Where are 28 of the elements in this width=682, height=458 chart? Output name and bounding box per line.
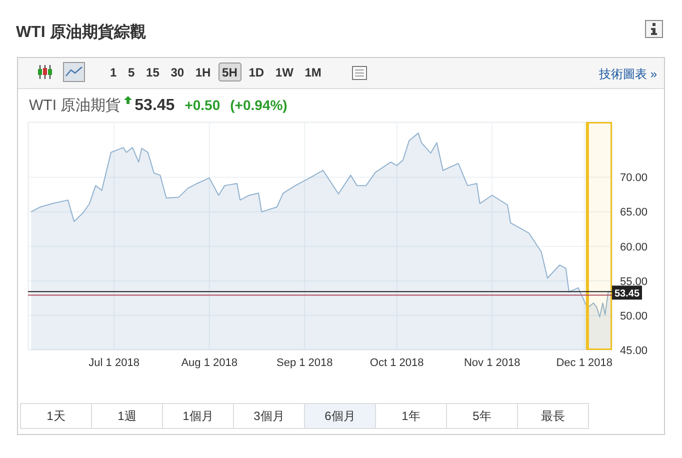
text: 3個月 xyxy=(233,403,305,429)
y-tick-label: 65.00 xyxy=(620,206,648,219)
text: 最長 xyxy=(517,403,589,429)
text: 技術圖表 » xyxy=(599,66,658,83)
text: 6個月 xyxy=(304,403,376,429)
text: 5年 xyxy=(446,403,518,429)
text: 1 5 15 30 1H 5H 1D 1W 1M xyxy=(110,66,322,80)
text: 1天 xyxy=(20,403,92,429)
x-tick-label: Nov 1 2018 xyxy=(464,356,520,369)
y-tick-label: 50.00 xyxy=(620,310,648,322)
x-tick-label: Oct 1 2018 xyxy=(370,356,424,369)
text: (+0.94%) xyxy=(230,97,288,113)
text: 1週 xyxy=(91,403,163,429)
x-tick-label: Aug 1 2018 xyxy=(181,356,238,369)
chart-subtitle: WTI 原油期貨 xyxy=(29,96,121,115)
x-tick-label: Sep 1 2018 xyxy=(276,356,333,369)
y-tick-label: 55.00 xyxy=(620,276,648,288)
text: +0.50 xyxy=(184,97,220,113)
ref-line-label: 53.45 xyxy=(614,288,640,300)
y-tick-label: 70.00 xyxy=(620,172,648,184)
chart-title: WTI 原油期貨綜觀 xyxy=(16,22,146,43)
text: 53.45 xyxy=(134,97,175,115)
text: 1個月 xyxy=(162,403,234,429)
y-tick-label: 45.00 xyxy=(620,344,648,357)
x-tick-label: Dec 1 2018 xyxy=(556,356,612,369)
y-tick-label: 60.00 xyxy=(620,241,648,254)
text: 1年 xyxy=(375,403,447,429)
x-tick-label: Jul 1 2018 xyxy=(88,356,140,369)
